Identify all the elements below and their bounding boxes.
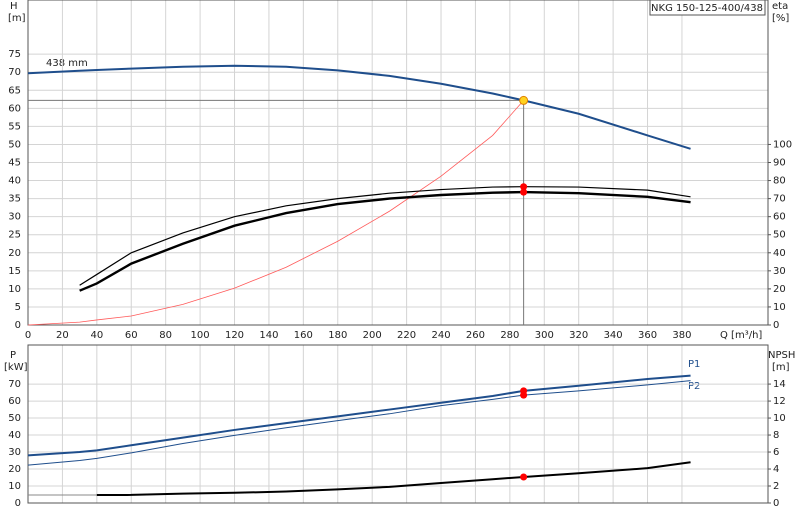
duty-marker	[520, 473, 528, 481]
y-tick-label: 30	[8, 447, 21, 458]
x-tick-label: 200	[363, 330, 382, 341]
y2-tick-label: 8	[773, 430, 779, 441]
y2-tick-label: 100	[773, 139, 792, 150]
x-axis-label: Q [m³/h]	[720, 330, 762, 341]
y2-tick-label: 50	[773, 230, 786, 241]
x-tick-label: 100	[191, 330, 210, 341]
curve	[27, 64, 691, 150]
y2-axis-unit: [m]	[772, 362, 790, 373]
y-axis-unit: [kW]	[4, 362, 28, 373]
x-tick-label: 280	[500, 330, 519, 341]
x-tick-label: 0	[25, 330, 31, 341]
x-tick-label: 160	[294, 330, 313, 341]
x-tick-label: 320	[569, 330, 588, 341]
y-tick-label: 60	[8, 103, 21, 114]
x-tick-label: 20	[56, 330, 69, 341]
y2-tick-label: 10	[773, 413, 786, 424]
y-tick-label: 10	[8, 284, 21, 295]
y2-tick-label: 6	[773, 447, 779, 458]
y-tick-label: 25	[8, 230, 21, 241]
curve	[27, 380, 691, 466]
x-tick-label: 40	[90, 330, 103, 341]
x-tick-label: 140	[259, 330, 278, 341]
x-tick-label: 360	[638, 330, 657, 341]
duty-point	[519, 95, 529, 105]
y-tick-label: 5	[15, 302, 21, 313]
title-box	[649, 0, 766, 16]
y2-tick-label: 14	[773, 379, 786, 390]
y2-tick-label: 0	[773, 320, 779, 331]
y2-tick-label: 20	[773, 284, 786, 295]
x-tick-label: 300	[535, 330, 554, 341]
curve	[79, 186, 691, 286]
y2-tick-label: 70	[773, 194, 786, 205]
y2-tick-label: 60	[773, 212, 786, 223]
y-tick-label: 45	[8, 158, 21, 169]
series-label: P1	[688, 359, 700, 370]
x-tick-label: 220	[397, 330, 416, 341]
y-tick-label: 40	[8, 430, 21, 441]
y-tick-label: 60	[8, 396, 21, 407]
y2-tick-label: 30	[773, 266, 786, 277]
y-tick-label: 15	[8, 266, 21, 277]
y2-tick-label: 90	[773, 158, 786, 169]
y2-tick-label: 0	[773, 498, 779, 509]
y2-axis-label: eta	[772, 1, 788, 12]
y2-tick-label: 2	[773, 481, 779, 492]
series-label: P2	[688, 381, 700, 392]
curve	[27, 100, 524, 326]
chart-title: NKG 150-125-400/438	[651, 3, 763, 14]
y-tick-label: 0	[15, 498, 21, 509]
y-tick-label: 40	[8, 176, 21, 187]
y-tick-label: 20	[8, 464, 21, 475]
y2-tick-label: 80	[773, 176, 786, 187]
y2-tick-label: 40	[773, 248, 786, 259]
y-axis-label: P	[10, 350, 16, 361]
plot-frame	[27, 0, 769, 326]
y-tick-label: 20	[8, 248, 21, 259]
y2-tick-label: 12	[773, 396, 786, 407]
y-axis-label: H	[10, 1, 18, 12]
x-tick-label: 80	[159, 330, 172, 341]
duty-marker	[520, 183, 528, 191]
y-tick-label: 35	[8, 194, 21, 205]
y-tick-label: 0	[15, 320, 21, 331]
y2-tick-label: 10	[773, 302, 786, 313]
y-tick-label: 30	[8, 212, 21, 223]
duty-marker	[520, 188, 528, 196]
y-axis-unit: [m]	[8, 13, 26, 24]
duty-marker	[520, 391, 528, 399]
x-tick-label: 120	[225, 330, 244, 341]
x-tick-label: 180	[328, 330, 347, 341]
y-tick-label: 10	[8, 481, 21, 492]
curve	[96, 461, 691, 497]
y2-axis-unit: [%]	[772, 13, 789, 24]
y-tick-label: 50	[8, 413, 21, 424]
plot-frame	[27, 344, 769, 504]
curve	[27, 374, 691, 457]
y-tick-label: 65	[8, 85, 21, 96]
y2-axis-label: NPSH	[768, 350, 795, 361]
x-tick-label: 260	[466, 330, 485, 341]
y-tick-label: 70	[8, 379, 21, 390]
y-tick-label: 70	[8, 67, 21, 78]
y2-tick-label: 4	[773, 464, 779, 475]
x-tick-label: 340	[604, 330, 623, 341]
x-tick-label: 240	[431, 330, 450, 341]
x-tick-label: 380	[672, 330, 691, 341]
y-tick-label: 75	[8, 49, 21, 60]
curve	[79, 190, 691, 292]
y-tick-label: 50	[8, 139, 21, 150]
y-tick-label: 55	[8, 121, 21, 132]
curve-label: 438 mm	[46, 58, 88, 69]
x-tick-label: 60	[125, 330, 138, 341]
